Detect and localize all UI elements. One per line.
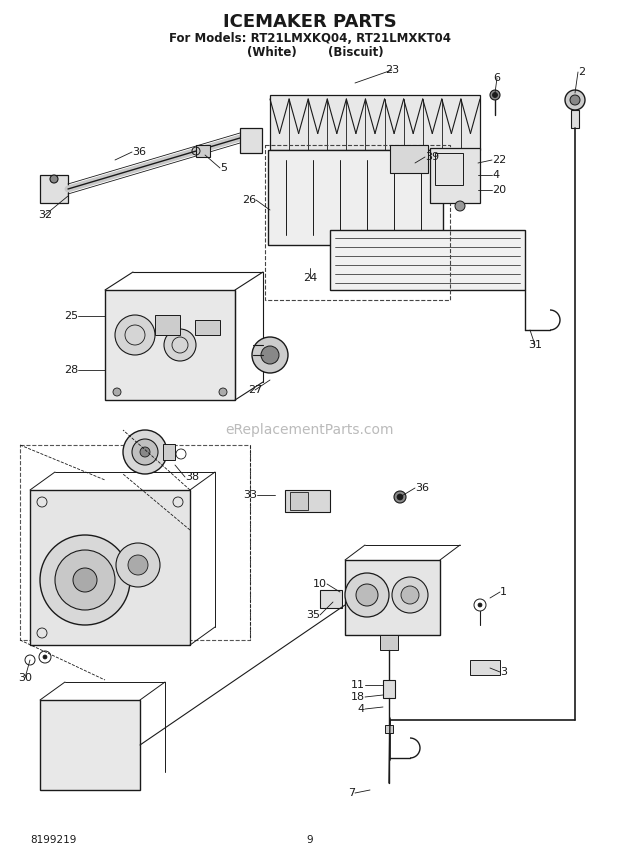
Circle shape [397, 494, 403, 500]
Bar [30, 490, 190, 645]
Text: eReplacementParts.com: eReplacementParts.com [226, 423, 394, 437]
Bar [105, 290, 235, 400]
Circle shape [116, 543, 160, 587]
Text: 31: 31 [528, 340, 542, 350]
Text: (Biscuit): (Biscuit) [328, 45, 384, 58]
Bar [470, 660, 500, 675]
Bar [40, 175, 68, 203]
Circle shape [261, 346, 279, 364]
Bar [380, 635, 398, 650]
Text: 28: 28 [64, 365, 78, 375]
Bar [268, 150, 443, 245]
Text: 6: 6 [494, 73, 500, 83]
Bar [265, 145, 450, 300]
Bar [320, 590, 342, 608]
Text: For Models: RT21LMXKQ04, RT21LMXKT04: For Models: RT21LMXKQ04, RT21LMXKT04 [169, 32, 451, 45]
Bar [390, 145, 428, 173]
Bar [285, 490, 330, 512]
Circle shape [132, 439, 158, 465]
Text: 27: 27 [248, 385, 262, 395]
Bar [155, 315, 180, 335]
Circle shape [55, 550, 115, 610]
Text: 10: 10 [313, 579, 327, 589]
Text: 23: 23 [385, 65, 399, 75]
Text: 4: 4 [492, 170, 499, 180]
Text: 24: 24 [303, 273, 317, 283]
Bar [290, 492, 308, 510]
Text: 36: 36 [132, 147, 146, 157]
Bar [385, 725, 393, 733]
Circle shape [123, 430, 167, 474]
Circle shape [115, 315, 155, 355]
Bar [435, 153, 463, 185]
Text: 36: 36 [415, 483, 429, 493]
Circle shape [73, 568, 97, 592]
Bar [240, 128, 262, 153]
Text: ICEMAKER PARTS: ICEMAKER PARTS [223, 13, 397, 31]
Text: 38: 38 [185, 472, 199, 482]
Circle shape [478, 603, 482, 607]
Bar [383, 680, 395, 698]
Text: 25: 25 [64, 311, 78, 321]
Bar [163, 444, 175, 460]
Circle shape [570, 95, 580, 105]
Circle shape [43, 655, 47, 659]
Text: 8199219: 8199219 [30, 835, 76, 845]
Text: 11: 11 [351, 680, 365, 690]
Bar [270, 95, 480, 150]
Circle shape [40, 535, 130, 625]
Text: 30: 30 [18, 673, 32, 683]
Text: 3: 3 [500, 667, 507, 677]
Text: 9: 9 [307, 835, 313, 845]
Circle shape [401, 586, 419, 604]
Circle shape [394, 491, 406, 503]
Circle shape [492, 92, 497, 98]
Circle shape [164, 329, 196, 361]
Text: 35: 35 [306, 610, 320, 620]
Text: 33: 33 [243, 490, 257, 500]
Text: 7: 7 [348, 788, 355, 798]
Text: 5: 5 [220, 163, 227, 173]
Text: 32: 32 [38, 210, 52, 220]
Circle shape [50, 175, 58, 183]
Text: 22: 22 [492, 155, 507, 165]
Text: 18: 18 [351, 692, 365, 702]
Circle shape [356, 584, 378, 606]
Text: 1: 1 [500, 587, 507, 597]
Bar [345, 560, 440, 635]
Circle shape [140, 447, 150, 457]
Text: 20: 20 [492, 185, 506, 195]
Bar [571, 110, 579, 128]
Bar [40, 700, 140, 790]
Circle shape [392, 577, 428, 613]
Circle shape [565, 90, 585, 110]
Circle shape [490, 90, 500, 100]
Circle shape [455, 201, 465, 211]
Circle shape [219, 388, 227, 396]
Bar [195, 320, 220, 335]
Text: 4: 4 [358, 704, 365, 714]
Bar [330, 230, 525, 290]
Bar [430, 148, 480, 203]
Circle shape [128, 555, 148, 575]
Circle shape [113, 388, 121, 396]
Bar [196, 145, 210, 157]
Circle shape [252, 337, 288, 373]
Text: 2: 2 [578, 67, 585, 77]
Text: 39: 39 [425, 152, 439, 162]
Text: (White): (White) [247, 45, 297, 58]
Bar [20, 445, 250, 640]
Circle shape [345, 573, 389, 617]
Text: 26: 26 [242, 195, 256, 205]
